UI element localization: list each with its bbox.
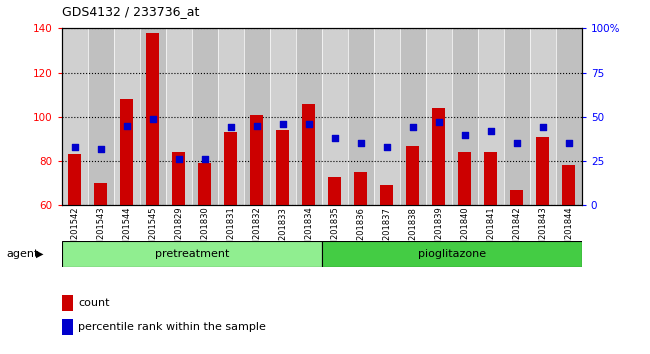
Point: [174, 156, 184, 162]
Bar: [504, 28, 530, 205]
Bar: [88, 28, 114, 205]
Bar: [114, 28, 140, 205]
Point: [330, 135, 340, 141]
Bar: [62, 295, 73, 311]
Bar: [400, 28, 426, 205]
Bar: [348, 28, 374, 205]
Bar: [68, 154, 81, 338]
Text: GDS4132 / 233736_at: GDS4132 / 233736_at: [62, 5, 199, 18]
Bar: [536, 137, 549, 338]
Bar: [556, 28, 582, 205]
Bar: [452, 28, 478, 205]
Text: agent: agent: [6, 249, 39, 259]
Point: [122, 123, 132, 129]
Point: [148, 116, 158, 121]
Bar: [426, 28, 452, 205]
Point: [408, 125, 418, 130]
Bar: [120, 99, 133, 338]
Bar: [374, 28, 400, 205]
Point: [564, 141, 574, 146]
Bar: [302, 103, 315, 338]
Bar: [478, 28, 504, 205]
Text: pretreatment: pretreatment: [155, 249, 229, 259]
Bar: [224, 132, 237, 338]
Point: [460, 132, 470, 137]
Point: [304, 121, 314, 127]
Bar: [276, 130, 289, 338]
Bar: [432, 108, 445, 338]
FancyBboxPatch shape: [62, 241, 322, 267]
Bar: [380, 185, 393, 338]
Text: percentile rank within the sample: percentile rank within the sample: [79, 322, 266, 332]
Point: [538, 125, 548, 130]
Bar: [406, 145, 419, 338]
Bar: [140, 28, 166, 205]
Point: [486, 128, 496, 134]
Bar: [322, 28, 348, 205]
Bar: [198, 163, 211, 338]
Point: [356, 141, 366, 146]
Bar: [244, 28, 270, 205]
Bar: [510, 190, 523, 338]
Bar: [192, 28, 218, 205]
FancyBboxPatch shape: [322, 241, 582, 267]
Bar: [166, 28, 192, 205]
Text: count: count: [79, 298, 110, 308]
Point: [382, 144, 392, 150]
Bar: [296, 28, 322, 205]
Point: [226, 125, 236, 130]
Point: [252, 123, 262, 129]
Bar: [218, 28, 244, 205]
Bar: [458, 152, 471, 338]
Bar: [62, 319, 73, 335]
Bar: [562, 165, 575, 338]
Bar: [530, 28, 556, 205]
Bar: [484, 152, 497, 338]
Point: [512, 141, 522, 146]
Point: [200, 156, 210, 162]
Bar: [62, 28, 88, 205]
Point: [278, 121, 288, 127]
Bar: [328, 177, 341, 338]
Point: [434, 119, 444, 125]
Text: ▶: ▶: [36, 249, 44, 259]
Point: [96, 146, 106, 152]
Point: [70, 144, 80, 150]
Bar: [172, 152, 185, 338]
Bar: [354, 172, 367, 338]
Bar: [146, 33, 159, 338]
Bar: [94, 183, 107, 338]
Text: pioglitazone: pioglitazone: [418, 249, 486, 259]
Bar: [270, 28, 296, 205]
Bar: [250, 115, 263, 338]
